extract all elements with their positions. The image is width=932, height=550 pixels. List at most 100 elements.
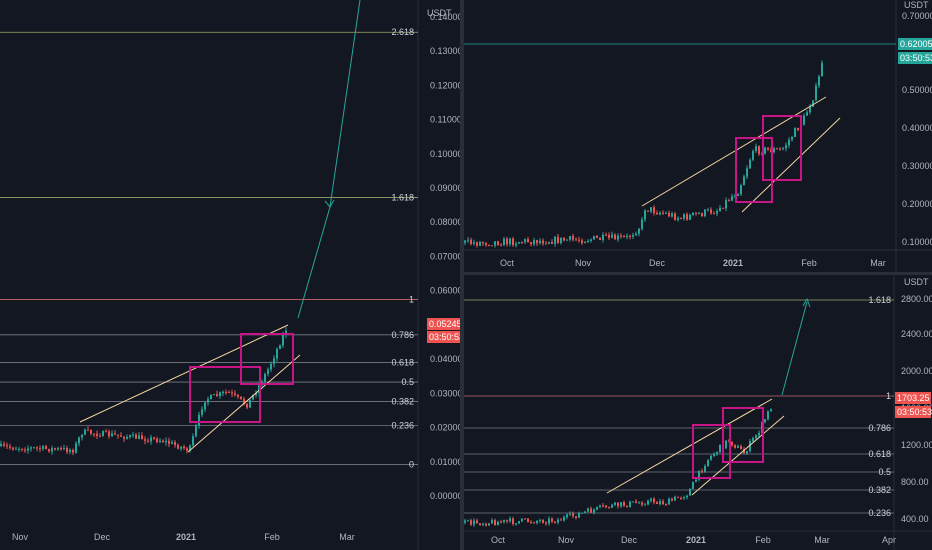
candle-body bbox=[686, 214, 688, 220]
candle-body bbox=[785, 145, 787, 149]
candle-body bbox=[767, 411, 769, 420]
candle-body bbox=[581, 240, 583, 244]
candle-body bbox=[695, 479, 697, 482]
last-price: 0.62005 bbox=[900, 39, 932, 49]
candle-body bbox=[572, 236, 574, 240]
candle-body bbox=[617, 235, 619, 240]
candle-body bbox=[27, 448, 29, 451]
candle-body bbox=[575, 516, 577, 518]
candle-body bbox=[159, 440, 161, 442]
fib-label: 1 bbox=[409, 295, 414, 305]
candle-body bbox=[45, 446, 47, 449]
x-tick-label: Oct bbox=[500, 258, 515, 268]
candle-body bbox=[755, 435, 757, 439]
candle-body bbox=[788, 139, 790, 146]
candle-body bbox=[21, 448, 23, 450]
trendline-upper bbox=[641, 96, 827, 207]
candle-body bbox=[207, 399, 209, 403]
panel-divider-horizontal[interactable] bbox=[464, 272, 932, 275]
candle-body bbox=[686, 495, 688, 498]
candle-body bbox=[563, 517, 565, 521]
candle-body bbox=[521, 242, 523, 244]
projection-path bbox=[781, 301, 808, 396]
candle-body bbox=[776, 148, 778, 150]
candle-body bbox=[527, 239, 529, 243]
chart-left[interactable]: USDT 0.14000 0.13000 0.12000 0.11000 0.10000 0… bbox=[0, 0, 460, 550]
candle-body bbox=[150, 437, 152, 442]
candle-body bbox=[743, 176, 745, 186]
candle-body bbox=[683, 497, 685, 499]
candle-body bbox=[659, 501, 661, 505]
x-tick-label: Nov bbox=[558, 535, 575, 545]
y-tick-label: 400.00 bbox=[901, 514, 929, 524]
currency-label: USDT bbox=[427, 8, 452, 18]
candle-body bbox=[518, 521, 520, 524]
fib-label: 0.5 bbox=[878, 467, 891, 477]
candle-body bbox=[587, 508, 589, 512]
candle-body bbox=[674, 213, 676, 220]
candle-body bbox=[470, 520, 472, 525]
candle-body bbox=[180, 446, 182, 449]
candle-body bbox=[632, 501, 634, 503]
candle-body bbox=[24, 449, 26, 451]
candle-body bbox=[803, 115, 805, 125]
candle-body bbox=[794, 128, 796, 138]
candle-body bbox=[602, 234, 604, 240]
candle-body bbox=[566, 239, 568, 241]
candle-body bbox=[30, 447, 32, 449]
chart-bottom-right-canvas[interactable]: USDT2800.002400.002000.001600.001200.008… bbox=[464, 275, 932, 550]
candle-body bbox=[722, 207, 724, 209]
candle-body bbox=[653, 498, 655, 503]
candle-body bbox=[734, 445, 736, 448]
candle-body bbox=[644, 210, 646, 220]
chart-top-right[interactable]: USDT 0.70000 0.50000 0.40000 0.30000 0.20000 0… bbox=[464, 0, 932, 272]
candle-body bbox=[683, 214, 685, 219]
candle-body bbox=[698, 470, 700, 480]
candle-body bbox=[599, 237, 601, 240]
candle-body bbox=[530, 242, 532, 245]
panel-divider-vertical[interactable] bbox=[460, 0, 464, 550]
y-tick-label: 0.10000 bbox=[902, 237, 932, 247]
candle-body bbox=[18, 448, 20, 450]
candle-body bbox=[758, 432, 760, 436]
candle-body bbox=[590, 239, 592, 242]
candle-body bbox=[641, 502, 643, 505]
consolidation-box bbox=[240, 333, 294, 385]
candle-body bbox=[719, 207, 721, 211]
candle-body bbox=[581, 512, 583, 514]
candle-body bbox=[557, 519, 559, 523]
candle-body bbox=[509, 518, 511, 522]
candle-body bbox=[815, 85, 817, 101]
candle-body bbox=[126, 436, 128, 439]
fib-label: 0.786 bbox=[868, 423, 891, 433]
candle-body bbox=[6, 445, 8, 447]
currency-label: USDT bbox=[904, 277, 929, 287]
countdown: 03:50:53 bbox=[429, 332, 460, 342]
candle-body bbox=[662, 212, 664, 214]
x-tick-label: 2021 bbox=[176, 532, 196, 542]
candle-body bbox=[782, 148, 784, 150]
x-tick-label: 2021 bbox=[723, 258, 743, 268]
candle-body bbox=[509, 238, 511, 245]
candle-body bbox=[494, 520, 496, 526]
candle-body bbox=[3, 444, 5, 446]
candle-body bbox=[653, 207, 655, 213]
candle-body bbox=[764, 147, 766, 154]
candle-body bbox=[153, 437, 155, 439]
y-tick-label: 1200.00 bbox=[901, 440, 932, 450]
candle-body bbox=[84, 429, 86, 435]
candle-body bbox=[177, 444, 179, 449]
candle-body bbox=[629, 236, 631, 238]
fib-label: 0.618 bbox=[391, 358, 414, 368]
candle-body bbox=[584, 241, 586, 244]
candle-body bbox=[515, 243, 517, 246]
candle-body bbox=[575, 239, 577, 241]
candle-body bbox=[710, 209, 712, 214]
candle-body bbox=[716, 210, 718, 214]
candle-body bbox=[713, 453, 715, 456]
candle-body bbox=[69, 449, 71, 452]
candle-body bbox=[749, 441, 751, 452]
chart-bottom-right[interactable]: USDT2800.002400.002000.001600.001200.008… bbox=[464, 275, 932, 550]
